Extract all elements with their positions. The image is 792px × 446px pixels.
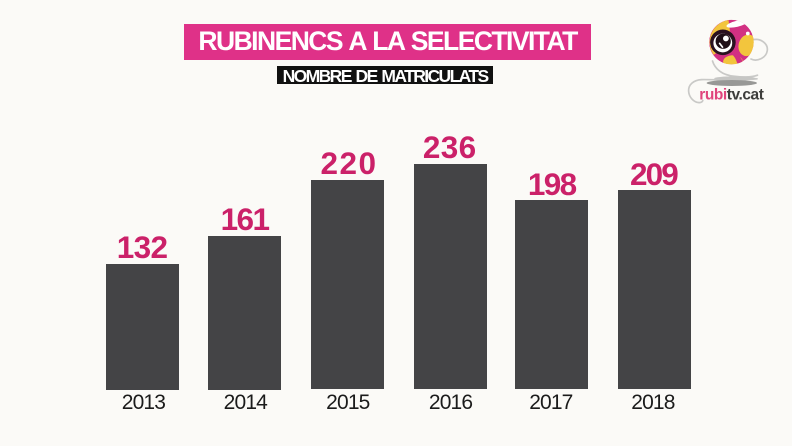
svg-text:rubitv.cat: rubitv.cat [699, 87, 763, 104]
